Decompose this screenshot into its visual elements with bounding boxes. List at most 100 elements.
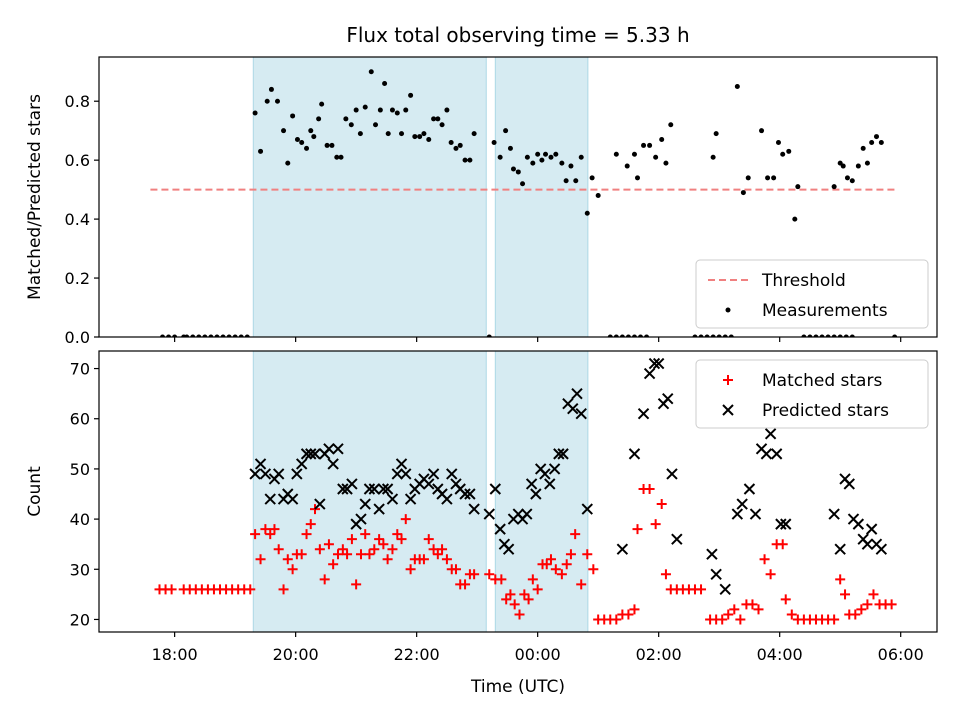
measurement-point — [507, 145, 513, 151]
measurement-point — [653, 154, 659, 160]
predicted-stars-point — [581, 503, 593, 515]
measurement-point — [166, 334, 172, 337]
predicted-stars-point — [337, 483, 349, 495]
measurement-point — [316, 116, 322, 122]
measurement-point — [457, 142, 463, 148]
measurement-point — [698, 334, 704, 337]
x-tick-label: 20:00 — [273, 645, 319, 664]
matched-stars-point — [265, 529, 276, 540]
measurement-point — [453, 145, 459, 151]
measurement-point — [308, 128, 314, 134]
x-tick-label: 06:00 — [878, 645, 924, 664]
measurement-point — [578, 154, 584, 160]
matched-stars-point — [856, 604, 867, 615]
legend-box — [695, 259, 929, 329]
matched-stars-point — [747, 599, 758, 610]
measurement-point — [382, 81, 388, 87]
predicted-stars-point — [295, 458, 308, 470]
measurement-point — [421, 131, 427, 137]
matched-stars-point — [437, 544, 448, 555]
measurement-point — [190, 334, 196, 337]
measurement-point — [775, 139, 781, 145]
measurement-point — [625, 334, 631, 337]
predicted-stars-point — [521, 508, 533, 520]
matched-stars-point — [418, 554, 429, 565]
predicted-stars-point — [544, 478, 556, 490]
matched-stars-point — [392, 529, 403, 540]
predicted-stars-point — [459, 488, 471, 500]
measurement-point — [520, 181, 526, 187]
measurement-point — [285, 160, 291, 166]
matched-stars-point — [382, 554, 393, 565]
y-tick-label: 60 — [70, 410, 90, 429]
measurement-point — [172, 334, 178, 337]
predicted-stars-point — [571, 387, 583, 400]
predicted-stars-point — [530, 488, 542, 500]
measurement-point — [281, 128, 287, 134]
legend-entry-label: Threshold — [761, 271, 846, 291]
measurement-point — [486, 334, 492, 337]
matched-stars-point — [428, 544, 439, 555]
matched-stars-point — [629, 604, 640, 615]
measurement-point — [722, 334, 728, 337]
matched-stars-point — [735, 614, 746, 625]
predicted-stars-point — [309, 448, 321, 460]
predicted-stars-point — [637, 408, 650, 420]
matched-stars-point — [523, 594, 534, 605]
matched-stars-point — [582, 549, 593, 560]
predicted-stars-point — [780, 518, 792, 530]
measurement-point — [238, 334, 244, 337]
predicted-stars-point — [575, 408, 587, 420]
measurement-point — [710, 334, 716, 337]
observing-interval-shade — [252, 350, 487, 633]
predicted-stars-point — [843, 478, 855, 490]
measurement-point — [535, 151, 541, 157]
matched-stars-point — [514, 609, 525, 620]
measurement-point — [311, 134, 317, 140]
predicted-stars-point — [489, 483, 502, 495]
predicted-stars-point — [648, 357, 661, 370]
matched-stars-point — [260, 524, 271, 535]
legend-predicted-swatch — [722, 404, 734, 416]
predicted-stars-point — [368, 483, 381, 495]
measurement-point — [855, 163, 861, 169]
measurement-point — [849, 178, 855, 184]
measurement-point — [389, 107, 395, 113]
predicted-stars-point — [359, 498, 371, 510]
matched-stars-point — [570, 529, 581, 540]
matched-stars-point — [505, 589, 516, 600]
measurement-point — [268, 86, 274, 92]
y-tick-label: 0.0 — [65, 328, 90, 347]
measurement-point — [840, 163, 846, 169]
matched-stars-point — [369, 544, 380, 555]
predicted-stars-point — [731, 508, 744, 520]
measurement-point — [589, 175, 595, 181]
matched-stars-point — [378, 539, 389, 550]
measurement-point — [324, 142, 330, 148]
measurement-point — [244, 334, 250, 337]
measurement-point — [160, 334, 166, 337]
predicted-stars-point — [441, 493, 453, 505]
matched-stars-point — [405, 564, 416, 575]
measurement-point — [196, 334, 202, 337]
measurement-point — [226, 334, 232, 337]
measurement-point — [825, 334, 831, 337]
matched-stars-point — [469, 569, 480, 580]
predicted-stars-point — [464, 488, 476, 500]
matched-stars-point — [576, 579, 587, 590]
predicted-stars-point — [386, 493, 399, 505]
matched-stars-point — [484, 569, 495, 580]
measurement-point — [568, 163, 574, 169]
observing-interval-shade — [494, 56, 589, 338]
measurement-point — [728, 334, 734, 337]
measurement-point — [647, 142, 653, 148]
predicted-stars-point — [764, 428, 777, 440]
matched-stars-point — [611, 614, 622, 625]
measurement-point — [304, 145, 310, 151]
x-tick-label: 00:00 — [515, 645, 561, 664]
measurement-point — [431, 116, 437, 122]
legend-measurement-swatch — [725, 307, 731, 313]
measurement-point — [553, 151, 559, 157]
matched-stars-point — [314, 544, 325, 555]
